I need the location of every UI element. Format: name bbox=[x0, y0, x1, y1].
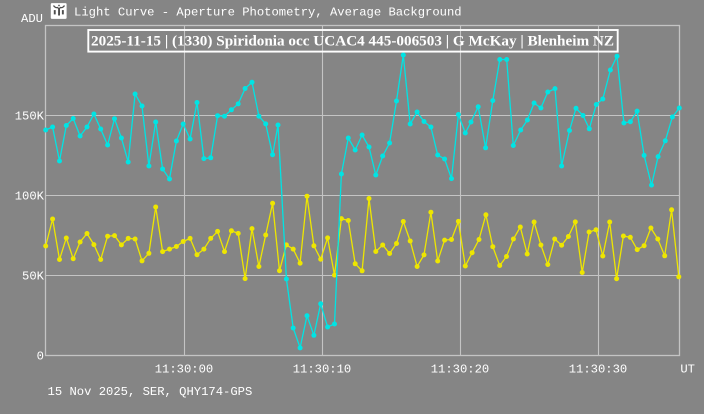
svg-text:UT: UT bbox=[680, 363, 695, 377]
svg-text:100K: 100K bbox=[15, 190, 45, 204]
svg-text:50K: 50K bbox=[22, 270, 45, 284]
svg-text:150K: 150K bbox=[15, 110, 45, 124]
svg-text:11:30:00: 11:30:00 bbox=[155, 363, 214, 377]
svg-text:15 Nov 2025, SER, QHY174-GPS: 15 Nov 2025, SER, QHY174-GPS bbox=[48, 385, 253, 399]
svg-text:11:30:20: 11:30:20 bbox=[431, 363, 490, 377]
svg-text:ADU: ADU bbox=[21, 12, 43, 26]
svg-text:11:30:10: 11:30:10 bbox=[293, 363, 352, 377]
svg-text:2025-11-15 | (1330) Spiridonia: 2025-11-15 | (1330) Spiridonia occ UCAC4… bbox=[91, 32, 614, 49]
svg-text:Light Curve - Aperture Photome: Light Curve - Aperture Photometry, Avera… bbox=[74, 6, 462, 20]
svg-text:11:30:30: 11:30:30 bbox=[569, 363, 628, 377]
svg-text:0: 0 bbox=[37, 350, 44, 364]
